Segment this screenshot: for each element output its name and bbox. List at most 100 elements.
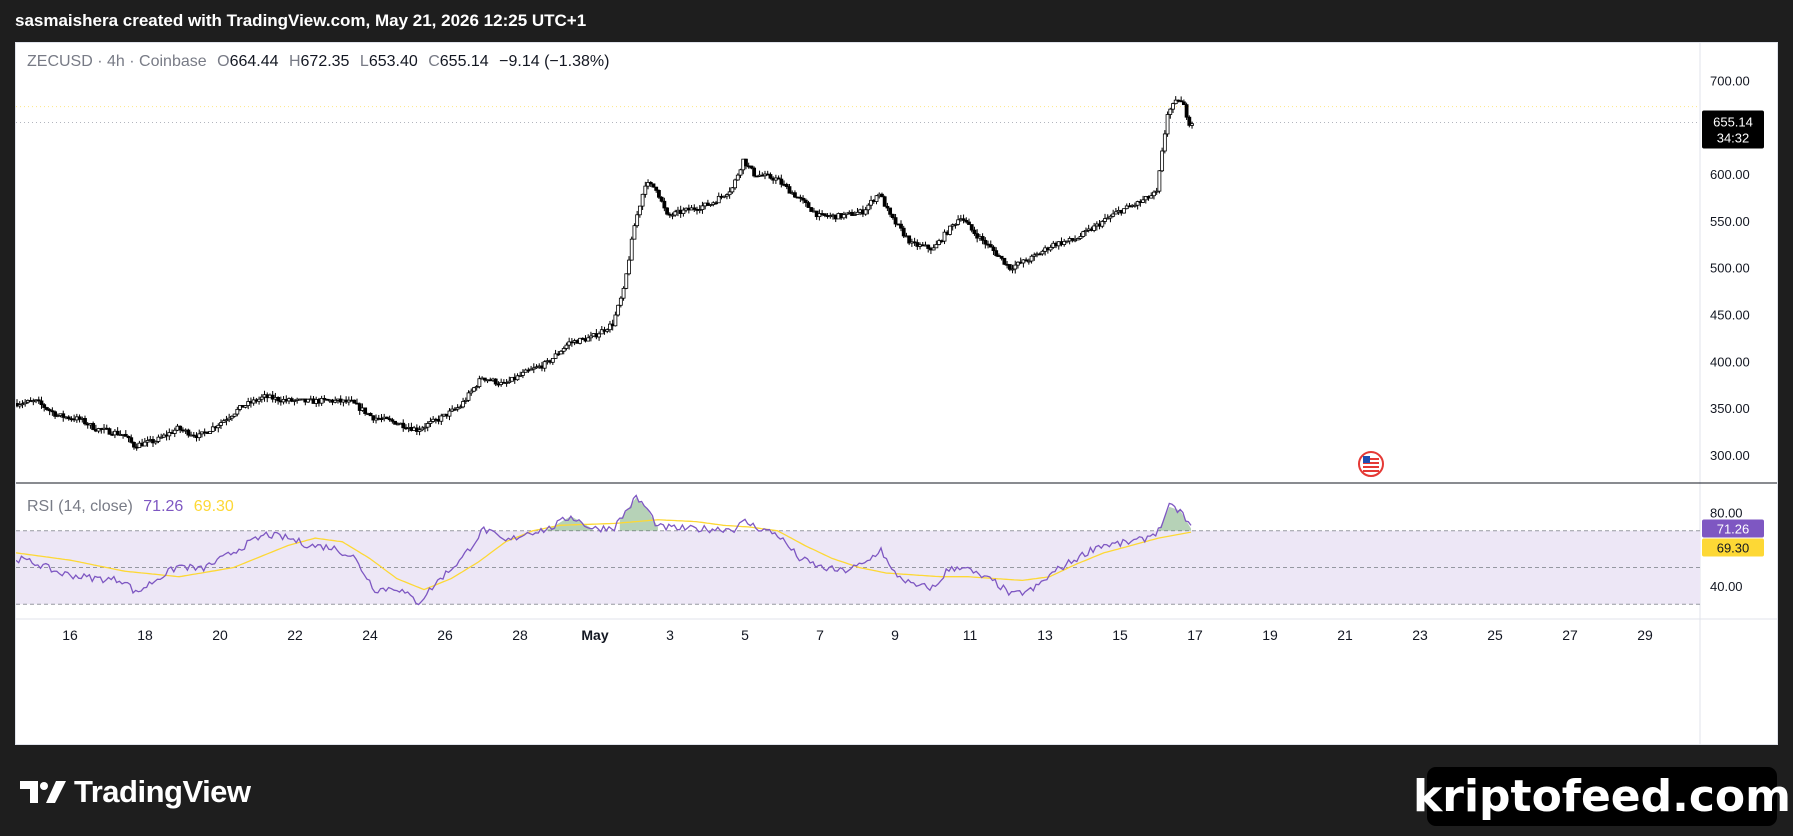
candle <box>515 373 520 381</box>
candle-body <box>994 250 999 256</box>
candle <box>42 403 47 412</box>
candle <box>635 210 640 228</box>
candle <box>17 401 22 409</box>
candle-body <box>727 191 732 196</box>
candle <box>863 206 868 216</box>
candle-body <box>1084 230 1088 233</box>
candle-body <box>172 429 177 434</box>
time-tick-label: 11 <box>963 627 978 643</box>
candle <box>210 422 215 433</box>
candle <box>1029 254 1034 264</box>
candle-body <box>1187 116 1192 126</box>
candle <box>697 205 702 214</box>
candle <box>507 376 512 384</box>
candle <box>1084 227 1088 236</box>
candle <box>926 244 931 253</box>
chart-canvas[interactable]: 700.00 600.00 550.00 500.00 450.00 400.00 350.… <box>16 43 1777 744</box>
candle-body <box>841 214 846 219</box>
candle <box>589 331 593 342</box>
candle-body <box>385 416 389 420</box>
candle-body <box>50 410 55 413</box>
candle <box>880 192 884 198</box>
candle-body <box>635 214 640 227</box>
candle <box>899 220 903 232</box>
candle-body <box>852 214 857 216</box>
candle-body <box>888 207 893 215</box>
price-legend: ZECUSD · 4h · Coinbase O664.44 H672.35 L… <box>27 53 609 71</box>
legend-high-label: H <box>288 53 301 70</box>
chart-frame[interactable]: 700.00 600.00 550.00 500.00 450.00 400.00 350.… <box>15 42 1778 745</box>
candle <box>733 178 737 190</box>
candle-body <box>613 314 618 327</box>
candle <box>115 427 120 436</box>
candle <box>107 427 112 435</box>
candle <box>1073 235 1077 243</box>
time-tick-label: 22 <box>287 627 303 643</box>
candle <box>172 427 177 438</box>
candle-body <box>934 244 939 249</box>
candle <box>219 419 223 429</box>
candle-body <box>885 205 890 209</box>
candle <box>197 429 202 441</box>
tradingview-brand[interactable]: TradingView <box>18 772 251 812</box>
candle <box>1111 209 1116 218</box>
candle <box>744 158 748 170</box>
rsi-legend-value: 71.26 <box>143 498 184 515</box>
candle-body <box>749 165 754 169</box>
time-tick-label: 17 <box>1187 627 1203 643</box>
candle-body <box>1078 236 1083 239</box>
candle <box>379 414 384 423</box>
candle <box>1108 214 1113 223</box>
candle-body <box>126 435 131 439</box>
candle <box>472 386 476 393</box>
time-tick-label: 27 <box>1562 627 1578 643</box>
candle-body <box>1171 103 1175 110</box>
candle-body <box>567 341 572 346</box>
candle <box>55 413 60 418</box>
candle-body <box>129 437 134 443</box>
candle <box>450 405 455 413</box>
candle <box>401 419 406 432</box>
candle-body <box>744 158 748 167</box>
legend-separator: · <box>97 53 108 70</box>
rsi-legend-label[interactable]: RSI (14, close) <box>27 498 133 515</box>
time-tick-label: 28 <box>512 627 528 643</box>
candle-body <box>798 196 803 199</box>
candle <box>1184 102 1189 120</box>
candle-body <box>648 182 653 185</box>
candle-body <box>210 426 215 432</box>
candle <box>961 214 966 224</box>
candle <box>1013 260 1018 274</box>
candle-body <box>629 238 634 261</box>
candle <box>934 240 939 249</box>
candle-body <box>474 386 479 389</box>
time-tick-label: 29 <box>1637 627 1653 643</box>
legend-low-label: L <box>359 53 369 70</box>
candle <box>988 240 993 248</box>
legend-symbol[interactable]: ZECUSD <box>27 53 93 70</box>
candle <box>893 213 898 228</box>
candle <box>937 238 941 246</box>
candle <box>156 434 161 444</box>
candle <box>1149 192 1154 199</box>
candle-body <box>123 433 128 437</box>
candle <box>735 173 740 181</box>
candle-body <box>208 430 213 434</box>
candle <box>1190 121 1194 129</box>
candle-body <box>866 204 871 211</box>
candle-body <box>869 199 873 206</box>
candle-body <box>599 329 604 335</box>
candle <box>967 218 971 225</box>
candle <box>670 212 675 220</box>
us-flag-stripe <box>1363 466 1379 468</box>
candle-body <box>589 335 593 339</box>
candle-body <box>988 244 993 248</box>
candle-body <box>692 207 697 210</box>
time-tick-label: May <box>581 627 608 643</box>
candle <box>942 229 947 245</box>
candle <box>224 415 229 426</box>
candle-body <box>893 217 898 225</box>
candle <box>1113 207 1118 215</box>
candle-body <box>784 184 789 187</box>
candle-body <box>956 219 961 225</box>
